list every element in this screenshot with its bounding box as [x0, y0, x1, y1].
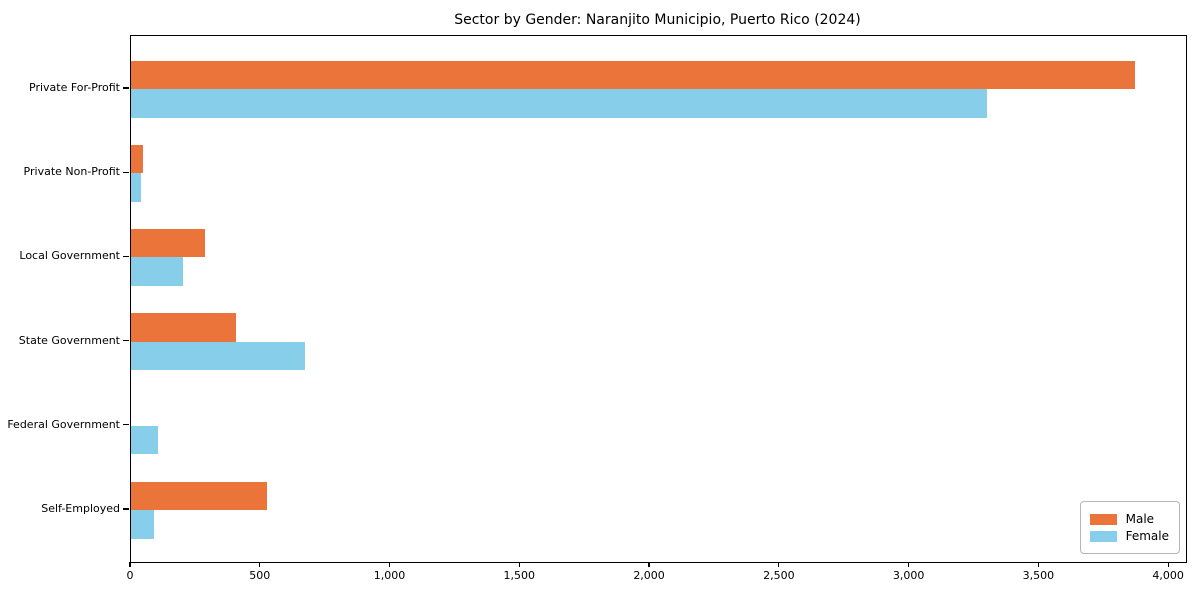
x-axis-tick: [388, 562, 391, 567]
legend-label-male: Male: [1125, 512, 1155, 526]
x-axis-tick: [648, 562, 650, 567]
y-axis-label: Self-Employed: [41, 502, 120, 515]
x-axis-tick: [1037, 562, 1039, 567]
bar-male-1: [131, 60, 1136, 89]
x-axis-tick-label: 2,500: [763, 569, 795, 582]
x-axis-tick: [259, 562, 261, 567]
y-axis-tick: [123, 424, 129, 426]
x-axis-tick: [518, 562, 520, 567]
bar-male-2: [131, 144, 143, 174]
y-axis-tick: [123, 508, 129, 510]
x-axis-tick-label: 500: [249, 569, 271, 582]
x-axis-tick-label: 3,000: [892, 569, 925, 582]
legend-swatch-female: [1089, 530, 1117, 542]
bar-female-2: [131, 173, 142, 202]
bar-female-5: [131, 425, 159, 455]
y-axis-label: State Government: [18, 333, 120, 347]
bar-female-1: [131, 89, 988, 118]
plot-area: [130, 35, 1187, 563]
y-axis-tick: [123, 87, 129, 89]
bar-male-6: [131, 481, 268, 510]
bar-female-4: [131, 341, 305, 371]
bar-male-4: [131, 313, 237, 342]
legend-entry-female: Female: [1089, 529, 1169, 543]
y-axis-label: Federal Government: [7, 417, 120, 431]
x-axis-tick: [129, 562, 131, 567]
x-axis-tick: [1167, 562, 1169, 567]
y-axis-label: Private For-Profit: [29, 81, 120, 94]
y-axis-label: Private Non-Profit: [23, 165, 120, 179]
chart-title: Sector by Gender: Naranjito Municipio, P…: [454, 12, 861, 28]
y-axis-tick: [123, 255, 129, 257]
legend-entry-male: Male: [1089, 512, 1169, 526]
x-axis-tick-label: 1,000: [373, 569, 406, 582]
y-axis-label: Local Government: [19, 249, 120, 263]
x-axis-tick-label: 0: [126, 569, 134, 582]
x-axis-tick-label: 1,500: [503, 569, 536, 582]
x-axis-tick: [778, 562, 780, 567]
legend-swatch-male: [1089, 513, 1117, 525]
x-axis-tick: [907, 562, 910, 567]
bar-male-3: [131, 228, 205, 258]
bar-female-6: [131, 510, 155, 539]
legend: Male Female: [1079, 501, 1180, 554]
x-axis-tick-label: 4,000: [1152, 569, 1184, 582]
bar-female-3: [131, 257, 183, 286]
x-axis-tick-label: 2,000: [633, 569, 665, 582]
x-axis-tick-label: 3,500: [1022, 569, 1055, 582]
y-axis-tick: [123, 340, 129, 342]
legend-label-female: Female: [1125, 529, 1169, 543]
y-axis-tick: [123, 171, 129, 173]
